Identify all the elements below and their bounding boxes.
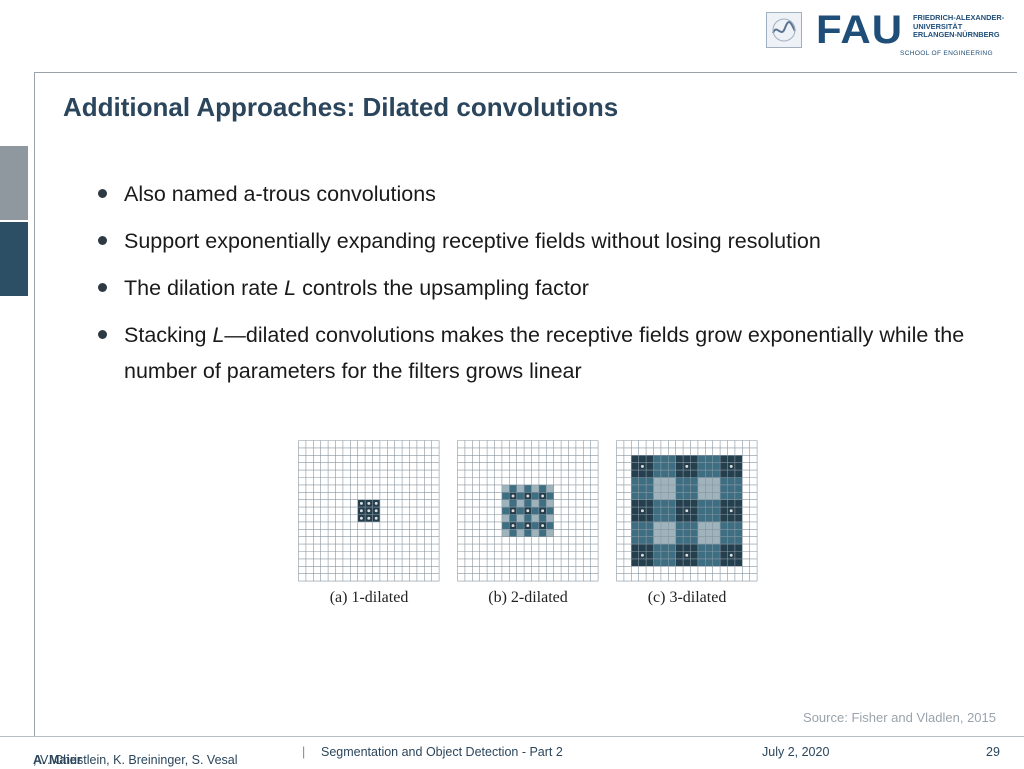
kernel-tap bbox=[359, 516, 364, 521]
university-logo: FAU FRIEDRICH-ALEXANDER- UNIVERSITÄT ERL… bbox=[766, 8, 1005, 52]
kernel-tap bbox=[540, 493, 545, 499]
footer-separator: | bbox=[302, 745, 306, 759]
dilation-grid-2 bbox=[457, 440, 599, 582]
kernel-tap bbox=[374, 508, 379, 513]
kernel-tap bbox=[366, 501, 371, 506]
footer-date: July 2, 2020 bbox=[762, 745, 830, 759]
kernel-tap bbox=[366, 516, 371, 521]
kernel-tap bbox=[510, 493, 516, 499]
kernel-tap bbox=[684, 464, 689, 469]
caption-1-dilated: (a) 1-dilated bbox=[329, 589, 409, 606]
kernel-tap bbox=[510, 508, 516, 513]
kernel-tap bbox=[640, 553, 645, 558]
side-tab-inactive bbox=[0, 146, 28, 220]
bullet-item: The dilation rate L controls the upsampl… bbox=[92, 270, 992, 306]
footer-talk-title: Segmentation and Object Detection - Part… bbox=[321, 745, 563, 759]
dilation-figure: (a) 1-dilated (b) 2-dilated (c) 3-dilate… bbox=[298, 440, 758, 615]
bullet-item: Also named a-trous convolutions bbox=[92, 176, 992, 212]
kernel-tap bbox=[359, 508, 364, 513]
bullet-item: Stacking L—dilated convolutions makes th… bbox=[92, 317, 992, 389]
university-name: FRIEDRICH-ALEXANDER- UNIVERSITÄT ERLANGE… bbox=[913, 13, 1005, 40]
kernel-tap bbox=[510, 523, 516, 528]
kernel-tap bbox=[525, 508, 530, 513]
bullet-item: Support exponentially expanding receptiv… bbox=[92, 223, 992, 259]
kernel-tap bbox=[540, 523, 545, 528]
bullet-list: Also named a-trous convolutions Support … bbox=[92, 176, 992, 400]
emblem-icon bbox=[766, 12, 802, 48]
page-number: 29 bbox=[986, 745, 1000, 759]
dilation-grid-3 bbox=[616, 440, 758, 582]
source-citation: Source: Fisher and Vladlen, 2015 bbox=[803, 710, 996, 725]
kernel-tap bbox=[374, 516, 379, 521]
kernel-tap bbox=[729, 508, 734, 513]
kernel-tap bbox=[525, 493, 530, 499]
caption-2-dilated: (b) 2-dilated bbox=[488, 589, 568, 606]
kernel-tap bbox=[540, 508, 545, 513]
dilation-grid-1 bbox=[298, 440, 440, 582]
kernel-tap bbox=[640, 508, 645, 513]
kernel-tap bbox=[374, 501, 379, 506]
content-frame bbox=[34, 72, 1017, 736]
side-tab-active bbox=[0, 222, 28, 296]
fau-wordmark: FAU bbox=[816, 8, 904, 52]
kernel-tap bbox=[729, 464, 734, 469]
kernel-tap bbox=[359, 501, 364, 506]
kernel-tap bbox=[729, 553, 734, 558]
kernel-tap bbox=[684, 553, 689, 558]
kernel-tap bbox=[684, 508, 689, 513]
slide-title: Additional Approaches: Dilated convoluti… bbox=[63, 92, 619, 122]
kernel-tap bbox=[525, 523, 530, 528]
kernel-tap bbox=[366, 508, 371, 513]
caption-3-dilated: (c) 3-dilated bbox=[647, 589, 727, 606]
school-name: SCHOOL OF ENGINEERING bbox=[900, 50, 993, 57]
footer: A. Maier, V. Christlein, K. Breininger, … bbox=[0, 736, 1024, 769]
kernel-tap bbox=[640, 464, 645, 469]
